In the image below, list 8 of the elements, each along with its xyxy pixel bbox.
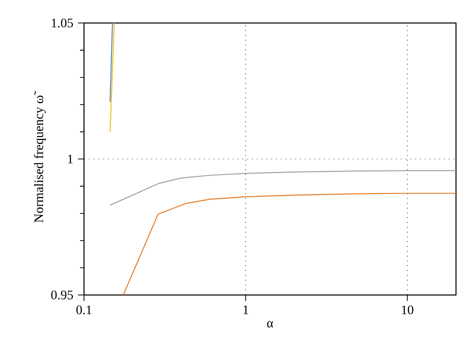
x-tick-label: 1 (244, 306, 248, 314)
x-tick-label: 10 (402, 306, 414, 314)
y-tick-label: 1 (68, 154, 73, 164)
y-tick-label: 1.05 (52, 18, 73, 28)
x-tick-label: 0.1 (76, 306, 92, 314)
x-axis-title: α (267, 321, 274, 328)
y-axis-title: Normalised frequency ω̃ (34, 90, 46, 222)
y-tick-label: 0.95 (51, 290, 73, 300)
